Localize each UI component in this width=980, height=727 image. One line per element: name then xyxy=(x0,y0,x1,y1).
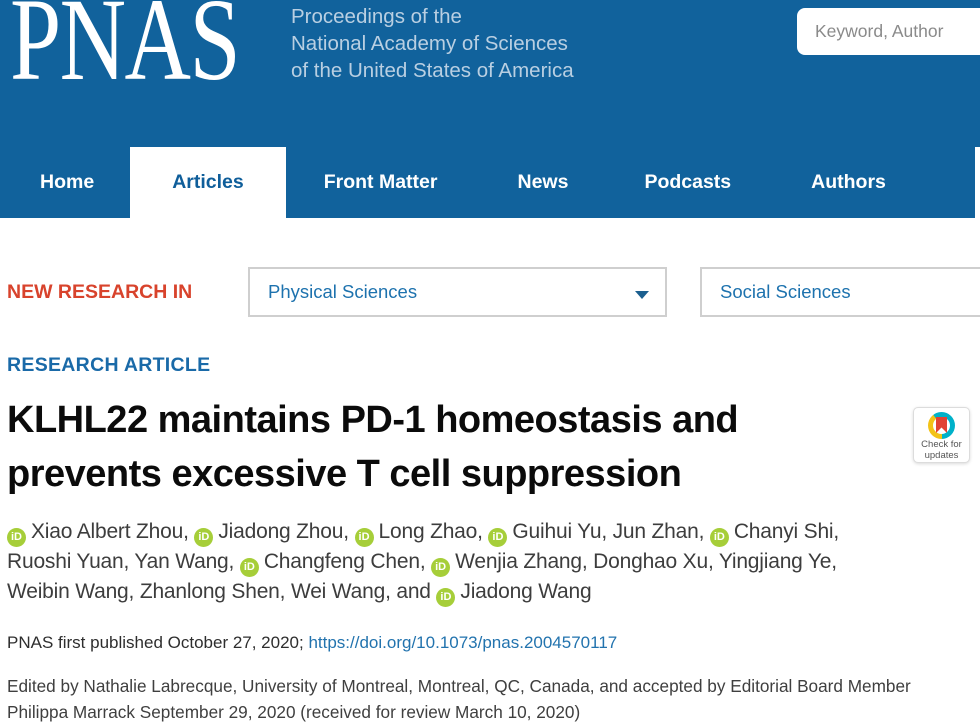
bookmark-icon xyxy=(936,417,947,433)
physical-sciences-dropdown[interactable]: Physical Sciences xyxy=(248,267,667,317)
search-input[interactable] xyxy=(797,8,980,55)
orcid-icon[interactable]: iD xyxy=(239,558,259,577)
title-line: prevents excessive T cell suppression xyxy=(7,453,682,495)
new-research-label: NEW RESEARCH IN xyxy=(7,280,193,303)
orcid-icon[interactable]: iD xyxy=(709,528,729,547)
orcid-icon[interactable]: iD xyxy=(431,558,451,577)
check-for-updates-badge[interactable]: Check for updates xyxy=(913,407,970,463)
nav-partial-tab xyxy=(975,147,980,218)
page-content: NEW RESEARCH IN Physical Sciences Social… xyxy=(0,267,980,725)
published-line: PNAS first published October 27, 2020; h… xyxy=(7,633,973,653)
author-name[interactable]: Ruoshi Yuan xyxy=(7,550,124,573)
author-name[interactable]: Yingjiang Ye xyxy=(718,550,832,573)
author-name[interactable]: Jiadong Zhou xyxy=(218,520,344,543)
journal-subtitle: Proceedings of the National Academy of S… xyxy=(291,3,574,84)
crossmark-label-line: updates xyxy=(924,449,959,461)
subtitle-line: of the United States of America xyxy=(291,59,574,82)
pnas-logo[interactable]: PNAS xyxy=(10,0,241,105)
published-text: PNAS first published October 27, 2020; xyxy=(7,633,309,652)
author-name[interactable]: Jiadong Wang xyxy=(460,580,592,603)
site-header: PNAS Proceedings of the National Academy… xyxy=(0,0,980,218)
author-name[interactable]: Wei Wang xyxy=(290,580,386,603)
doi-link[interactable]: https://doi.org/10.1073/pnas.2004570117 xyxy=(308,633,618,652)
editor-note: Edited by Nathalie Labrecque, University… xyxy=(7,676,911,722)
author-name[interactable]: Long Zhao xyxy=(378,520,478,543)
author-name[interactable]: Chanyi Shi xyxy=(733,520,834,543)
orcid-icon[interactable]: iD xyxy=(488,528,508,547)
author-list: iD Xiao Albert Zhou, iD Jiadong Zhou, iD Lo… xyxy=(7,517,980,607)
new-research-bar: NEW RESEARCH IN Physical Sciences Social… xyxy=(7,267,980,317)
nav-item-articles[interactable]: Articles xyxy=(130,147,286,218)
crossmark-label-line: Check for xyxy=(921,439,962,450)
nav-item-podcasts[interactable]: Podcasts xyxy=(644,171,732,193)
social-sciences-dropdown[interactable]: Social Sciences xyxy=(700,267,980,317)
author-name[interactable]: Guihui Yu xyxy=(512,520,602,543)
author-name[interactable]: Yan Wang xyxy=(134,550,229,573)
orcid-icon[interactable]: iD xyxy=(194,528,214,547)
main-nav: Home Articles Front Matter News Podcasts Auth… xyxy=(0,147,980,218)
dropdown-value: Social Sciences xyxy=(720,281,851,302)
nav-item-news[interactable]: News xyxy=(517,171,569,193)
author-name[interactable]: Changfeng Chen xyxy=(263,550,420,573)
orcid-icon[interactable]: iD xyxy=(354,528,374,547)
subtitle-line: National Academy of Sciences xyxy=(291,32,568,55)
nav-item-front-matter[interactable]: Front Matter xyxy=(323,171,438,193)
author-name[interactable]: Weibin Wang xyxy=(7,580,129,603)
author-name[interactable]: Wenjia Zhang xyxy=(455,550,582,573)
nav-item-authors[interactable]: Authors xyxy=(811,171,886,193)
author-name[interactable]: Donghao Xu xyxy=(593,550,708,573)
crossmark-icon xyxy=(928,412,955,439)
nav-item-home[interactable]: Home xyxy=(40,171,95,193)
orcid-icon[interactable]: iD xyxy=(436,588,456,607)
orcid-icon[interactable]: iD xyxy=(7,528,26,547)
title-line: KLHL22 maintains PD-1 homeostasis and xyxy=(7,399,739,441)
author-name[interactable]: Xiao Albert Zhou xyxy=(31,520,184,543)
article-title: KLHL22 maintains PD-1 homeostasis and pr… xyxy=(7,393,927,501)
dropdown-value: Physical Sciences xyxy=(268,281,418,302)
author-name[interactable]: Jun Zhan xyxy=(612,520,699,543)
caret-down-icon xyxy=(635,291,649,299)
article-type-kicker: RESEARCH ARTICLE xyxy=(7,354,211,376)
author-name[interactable]: Zhanlong Shen xyxy=(139,580,280,603)
subtitle-line: Proceedings of the xyxy=(291,5,462,28)
